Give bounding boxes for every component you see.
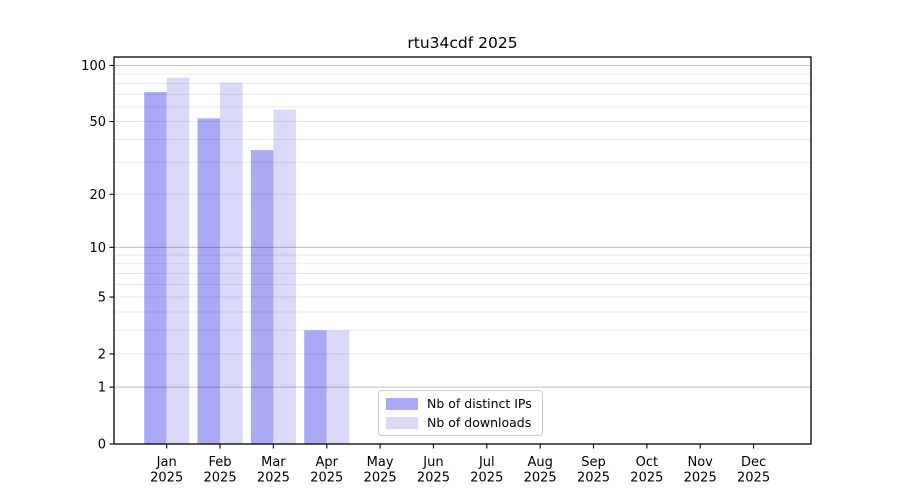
- bar-downloads-jan: [166, 77, 190, 444]
- x-tick-label-month: Nov: [688, 455, 714, 470]
- x-tick-label-year: 2025: [204, 471, 237, 486]
- x-tick-label-year: 2025: [737, 471, 770, 486]
- legend: Nb of distinct IPs Nb of downloads: [378, 390, 543, 436]
- x-tick-label-year: 2025: [630, 471, 663, 486]
- x-tick-label-year: 2025: [310, 471, 343, 486]
- x-tick-label-month: Aug: [527, 455, 552, 470]
- x-tick-label-year: 2025: [684, 471, 717, 486]
- bar-distinct-ips-jan: [144, 92, 167, 444]
- bar-downloads-feb: [220, 82, 243, 445]
- bar-distinct-ips-apr: [304, 330, 327, 444]
- bar-downloads-apr: [326, 330, 350, 444]
- x-tick-label-year: 2025: [257, 471, 290, 486]
- x-tick-label-year: 2025: [417, 471, 450, 486]
- y-tick-label: 20: [89, 188, 106, 203]
- x-tick-label-month: Oct: [636, 455, 658, 470]
- plot-border: [113, 56, 812, 445]
- x-tick-label-year: 2025: [364, 471, 397, 486]
- y-tick-label: 10: [89, 241, 106, 256]
- x-tick-label-month: Dec: [741, 455, 766, 470]
- bar-distinct-ips-mar: [250, 150, 274, 444]
- bar-downloads-mar: [273, 109, 296, 444]
- chart-title: rtu34cdf 2025: [407, 34, 518, 52]
- x-tick-label-year: 2025: [150, 471, 183, 486]
- x-tick-label-month: Apr: [316, 455, 339, 470]
- y-tick-label: 50: [89, 115, 106, 130]
- y-tick-label: 100: [81, 59, 106, 74]
- legend-label-distinct-ips: Nb of distinct IPs: [427, 396, 532, 411]
- legend-swatch-distinct-ips: [386, 397, 418, 410]
- x-tick-label-year: 2025: [524, 471, 557, 486]
- y-tick-label: 1: [98, 381, 106, 396]
- x-tick-label-month: Mar: [261, 455, 286, 470]
- y-tick-label: 5: [98, 291, 106, 306]
- x-tick-label-month: Jan: [156, 455, 177, 470]
- x-tick-label-month: May: [367, 455, 394, 470]
- x-tick-label-year: 2025: [470, 471, 503, 486]
- x-tick-label-month: Sep: [581, 455, 606, 470]
- bar-distinct-ips-feb: [197, 118, 221, 444]
- y-tick-label: 2: [98, 347, 106, 362]
- legend-item-distinct-ips: Nb of distinct IPs: [386, 395, 535, 412]
- x-tick-label-month: Jun: [422, 455, 443, 470]
- legend-label-downloads: Nb of downloads: [427, 415, 532, 430]
- x-tick-label-month: Feb: [209, 455, 232, 470]
- legend-item-downloads: Nb of downloads: [386, 414, 535, 431]
- x-tick-label-month: Jul: [478, 455, 495, 470]
- x-tick-label-year: 2025: [577, 471, 610, 486]
- y-tick-label: 0: [98, 438, 106, 453]
- legend-swatch-downloads: [386, 416, 418, 429]
